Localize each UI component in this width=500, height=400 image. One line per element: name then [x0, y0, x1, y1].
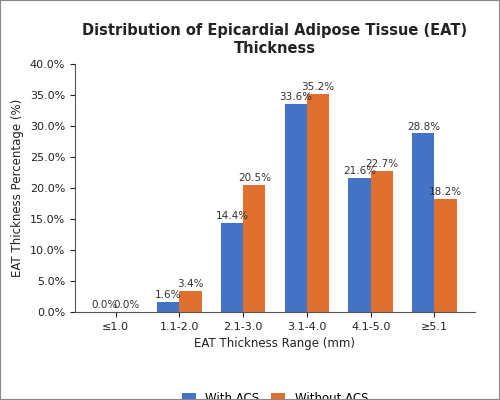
Bar [412, 134, 434, 312]
Text: 28.8%: 28.8% [407, 122, 440, 132]
Bar [221, 223, 243, 312]
Text: 14.4%: 14.4% [216, 211, 248, 221]
Bar [157, 302, 180, 312]
Text: 33.6%: 33.6% [279, 92, 312, 102]
Bar [284, 104, 307, 312]
Text: 20.5%: 20.5% [238, 173, 271, 183]
Y-axis label: EAT Thickness Percentage (%): EAT Thickness Percentage (%) [12, 99, 24, 277]
Title: Distribution of Epicardial Adipose Tissue (EAT)
Thickness: Distribution of Epicardial Adipose Tissu… [82, 24, 468, 56]
Bar [348, 178, 370, 312]
Text: 18.2%: 18.2% [429, 187, 462, 197]
Text: 1.6%: 1.6% [155, 290, 182, 300]
Text: 3.4%: 3.4% [177, 279, 204, 289]
Text: 21.6%: 21.6% [343, 166, 376, 176]
Text: 0.0%: 0.0% [91, 300, 118, 310]
Bar [243, 185, 266, 312]
Bar [180, 291, 202, 312]
Bar [434, 199, 457, 312]
Bar [370, 171, 393, 312]
Legend: With ACS, Without ACS: With ACS, Without ACS [177, 387, 373, 400]
Text: 0.0%: 0.0% [114, 300, 140, 310]
X-axis label: EAT Thickness Range (mm): EAT Thickness Range (mm) [194, 337, 356, 350]
Text: 22.7%: 22.7% [366, 159, 398, 170]
Bar [307, 94, 329, 312]
Text: 35.2%: 35.2% [302, 82, 334, 92]
